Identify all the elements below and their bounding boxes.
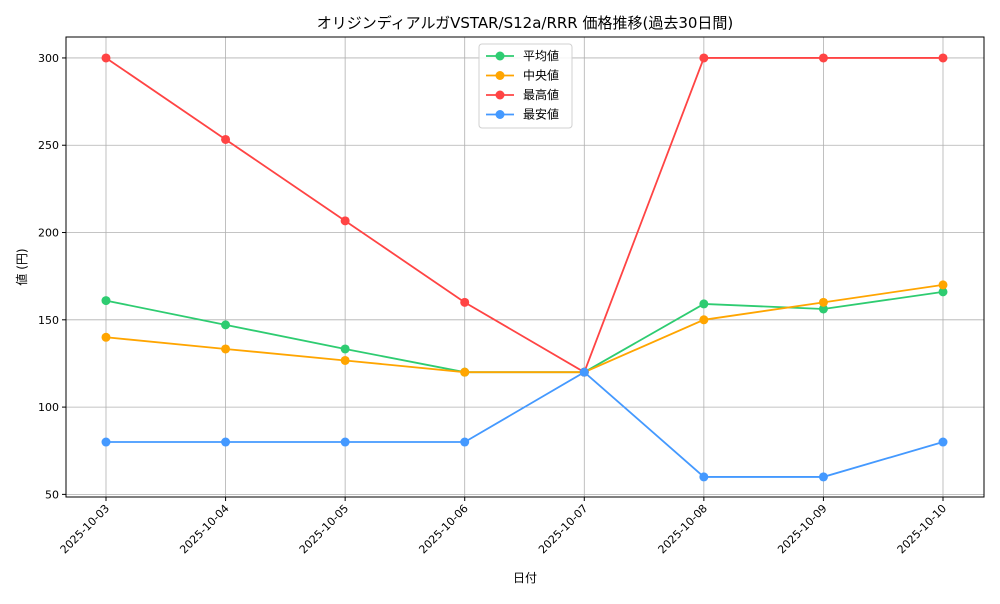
legend-label: 平均値: [523, 48, 559, 63]
data-point: [699, 472, 709, 482]
y-tick-label: 300: [38, 52, 59, 65]
data-point: [699, 299, 709, 309]
x-axis-label: 日付: [513, 571, 537, 585]
data-point: [101, 53, 111, 63]
y-tick-label: 250: [38, 139, 59, 152]
data-point: [699, 53, 709, 63]
data-point: [579, 367, 589, 377]
data-point: [938, 53, 948, 63]
data-point: [818, 472, 828, 482]
legend-marker: [495, 90, 505, 100]
x-tick-label: 2025-10-08: [656, 502, 710, 556]
data-point: [340, 216, 350, 226]
data-point: [460, 437, 470, 447]
data-point: [699, 315, 709, 325]
y-axis-label: 値 (円): [14, 248, 29, 285]
data-point: [221, 437, 231, 447]
legend-marker: [495, 71, 505, 80]
legend-box: [478, 43, 573, 129]
data-point: [818, 304, 828, 314]
x-tick-label: 2025-10-04: [177, 502, 231, 556]
data-point: [340, 355, 350, 365]
data-point: [938, 437, 948, 447]
data-point: [340, 437, 350, 447]
legend-marker: [495, 110, 505, 119]
legend-label: 中央値: [523, 68, 559, 83]
series-line: [105, 284, 944, 374]
x-tick-label: 2025-10-09: [775, 502, 829, 556]
series-line: [105, 57, 943, 374]
x-tick-label: 2025-10-06: [416, 502, 470, 556]
data-point: [101, 332, 111, 342]
data-point: [101, 296, 111, 306]
chart-title: オリジンディアルガVSTAR/S12a/RRR 価格推移(過去30日間): [317, 14, 734, 32]
data-point: [221, 320, 231, 330]
data-point: [460, 367, 470, 377]
data-point: [340, 344, 350, 354]
data-point: [818, 297, 828, 307]
legend-label: 最安値: [523, 107, 559, 122]
x-tick-label: 2025-10-05: [297, 502, 351, 556]
plot-frame: [65, 36, 985, 498]
y-tick-label: 150: [38, 314, 59, 327]
legend-marker: [495, 51, 505, 61]
data-point: [101, 437, 111, 447]
data-point: [818, 53, 828, 63]
y-tick-label: 100: [38, 401, 59, 414]
y-tick-label: 50: [45, 488, 59, 501]
legend-label: 最高値: [523, 87, 559, 102]
data-point: [221, 134, 231, 144]
data-point: [460, 297, 470, 307]
x-tick-label: 2025-10-07: [536, 502, 590, 556]
data-point: [938, 287, 948, 297]
x-tick-label: 2025-10-10: [895, 502, 949, 556]
series-line: [106, 371, 944, 478]
y-tick-label: 200: [38, 227, 59, 240]
data-point: [938, 280, 948, 290]
x-tick-label: 2025-10-03: [58, 502, 112, 556]
data-point: [221, 344, 231, 354]
